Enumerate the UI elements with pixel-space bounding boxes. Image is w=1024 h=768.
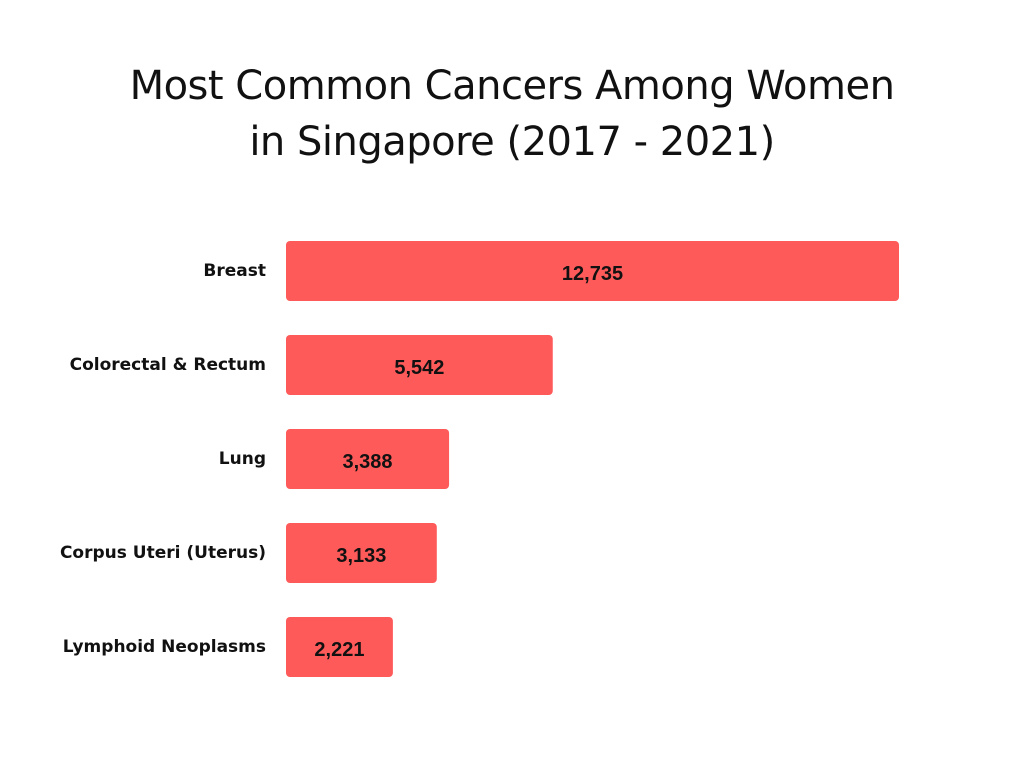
value-label-1: 5,542	[394, 357, 444, 379]
bar-1	[286, 335, 553, 395]
category-label-0: Breast	[203, 261, 266, 281]
bar-4	[286, 617, 393, 677]
value-label-4: 2,221	[314, 639, 364, 661]
chart-title-line-2: in Singapore (2017 - 2021)	[249, 119, 775, 165]
category-label-3: Corpus Uteri (Uterus)	[60, 543, 266, 563]
bar-0	[286, 241, 899, 301]
value-label-2: 3,388	[343, 451, 393, 473]
bar-3	[286, 523, 437, 583]
chart-title: Most Common Cancers Among Women in Singa…	[0, 58, 1024, 170]
category-label-4: Lymphoid Neoplasms	[63, 637, 266, 657]
bar-2	[286, 429, 450, 489]
value-label-3: 3,133	[336, 545, 386, 567]
category-label-1: Colorectal & Rectum	[70, 355, 266, 375]
value-label-0: 12,735	[562, 263, 623, 285]
chart-title-line-1: Most Common Cancers Among Women	[129, 63, 895, 109]
category-label-2: Lung	[219, 449, 266, 469]
